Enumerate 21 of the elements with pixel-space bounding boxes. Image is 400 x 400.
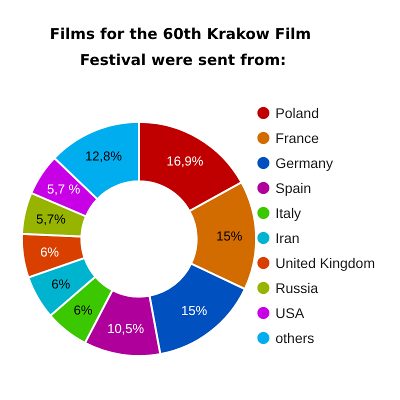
legend-label: United Kingdom [275,255,376,271]
legend-label: others [275,330,314,346]
legend-label: Italy [275,205,302,221]
data-label: 6% [40,244,60,260]
legend-label: Spain [275,180,312,196]
data-label: 16,9% [166,154,204,169]
data-label: 15% [216,228,243,244]
data-label: 5,7 % [46,182,81,197]
chart-title: Films for the 60th Krakow Film Festival were sent from: [50,25,316,69]
data-label: 6% [74,302,93,318]
legend-label: Poland [275,105,319,121]
legend-label: Germany [275,155,333,171]
data-label: 10,5% [107,320,145,336]
data-label: 6% [51,276,71,292]
legend-label: Russia [275,280,318,296]
data-label: 5,7% [36,211,66,226]
legend-label: Iran [275,230,300,246]
data-label: 12,8% [85,148,122,164]
data-label: 15% [181,303,208,318]
legend-label: USA [275,305,305,321]
legend-label: France [275,130,320,146]
